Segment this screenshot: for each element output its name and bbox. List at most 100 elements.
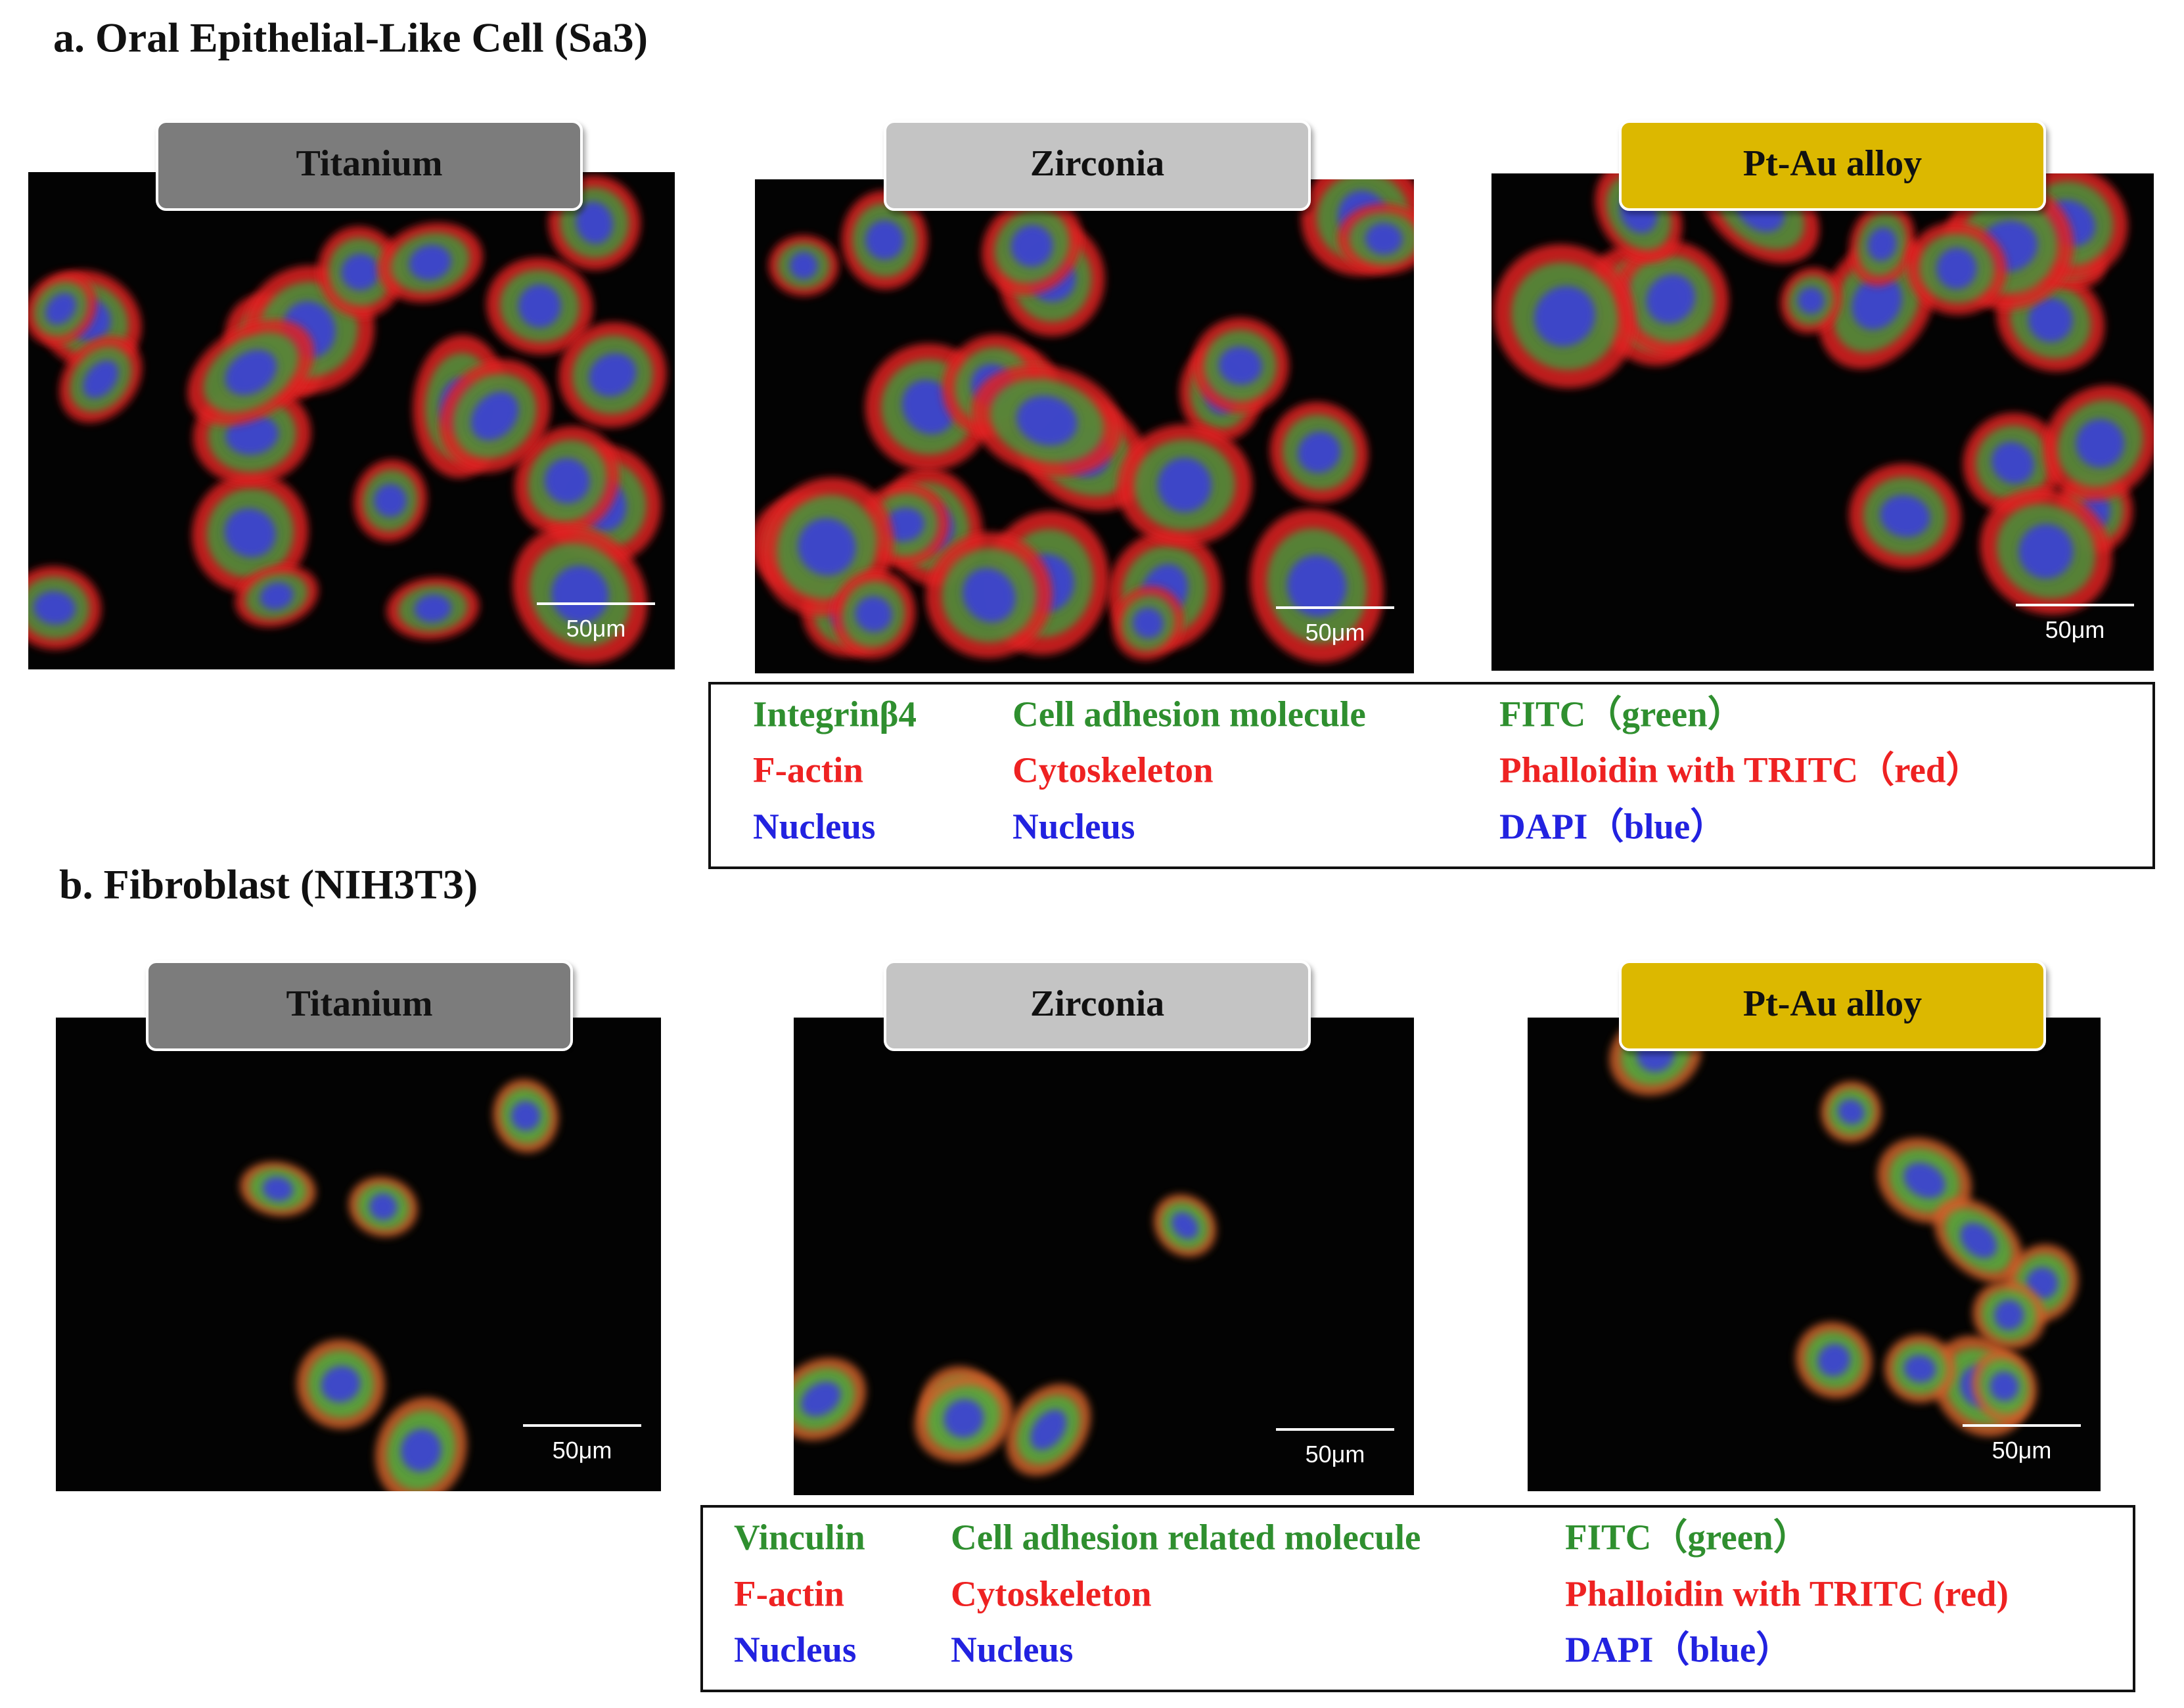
nucleus [798, 518, 856, 576]
nucleus [470, 392, 519, 441]
material-label-box [1619, 120, 2046, 211]
nucleus [865, 220, 904, 260]
nucleus [1991, 441, 2035, 484]
nucleus [801, 1382, 841, 1417]
legend-text: Phalloidin with TRITC（red） [1499, 750, 1982, 790]
image-background [794, 1018, 1414, 1495]
legend-text: DAPI（blue） [1499, 807, 1726, 847]
nucleus [1960, 1223, 1997, 1259]
nucleus [962, 568, 1016, 623]
nucleus [518, 284, 561, 328]
nucleus [855, 596, 892, 633]
cells [28, 175, 667, 663]
legend-text: Cell adhesion related molecule [951, 1517, 1421, 1558]
panel-title: a. Oral Epithelial-Like Cell (Sa3) [53, 14, 648, 61]
nucleus [1903, 1162, 1945, 1198]
nucleus [1867, 227, 1897, 261]
nucleus [414, 594, 451, 623]
nucleus [262, 1177, 294, 1202]
material-label-box [884, 120, 1311, 211]
nucleus [511, 1101, 541, 1131]
nucleus [1365, 223, 1403, 255]
legend-text: Integrinβ4 [753, 694, 917, 734]
legend-text: Vinculin [734, 1517, 865, 1558]
cells [755, 179, 1414, 663]
material-label-box [884, 960, 1311, 1051]
legend-text: FITC（green） [1499, 694, 1744, 734]
nucleus [1852, 275, 1902, 330]
material-label-box [146, 960, 573, 1051]
material-label: Zirconia [1030, 983, 1164, 1024]
material-label: Titanium [286, 983, 432, 1024]
nucleus [321, 1366, 361, 1403]
nucleus [1016, 395, 1078, 446]
nucleus [551, 566, 609, 623]
nucleus [1837, 1099, 1865, 1125]
legend-text: F-actin [734, 1574, 844, 1614]
nucleus [369, 1193, 398, 1221]
panel-title: b. Fibroblast (NIH3T3) [59, 861, 478, 908]
nucleus [1990, 1371, 2019, 1401]
nucleus [1030, 1409, 1067, 1450]
cells [1493, 173, 2154, 615]
legend-text: Cytoskeleton [951, 1574, 1152, 1614]
nucleus [341, 254, 380, 290]
nucleus [1157, 457, 1212, 512]
nucleus [1011, 225, 1053, 267]
nucleus [589, 353, 637, 397]
legend-text: Nucleus [951, 1630, 1073, 1670]
nucleus [884, 507, 924, 542]
legend-text: Cell adhesion molecule [1012, 694, 1366, 734]
nucleus [45, 292, 76, 325]
nucleus [2028, 298, 2073, 343]
nucleus [409, 244, 451, 281]
material-label-box [1619, 960, 2046, 1051]
nucleus [1298, 431, 1341, 474]
micrograph: 50μm [794, 1018, 1414, 1495]
legend-box [708, 682, 2155, 869]
cells [794, 1194, 1217, 1476]
nucleus [225, 415, 279, 455]
nucleus [1994, 1299, 2024, 1330]
legend-text: F-actin [753, 750, 863, 790]
nucleus [1286, 554, 1347, 617]
scale-bar-label: 50μm [1306, 619, 1365, 646]
legend-text: Cytoskeleton [1012, 750, 1214, 790]
nucleus [1172, 1212, 1198, 1240]
nucleus [1797, 287, 1825, 314]
material-label: Titanium [296, 143, 442, 184]
scale-bar-label: 50μm [553, 1437, 612, 1464]
nucleus [2018, 524, 2074, 579]
legend-text: Nucleus [1012, 807, 1135, 847]
nucleus [1936, 248, 1977, 290]
material-label: Zirconia [1030, 143, 1164, 184]
nucleus [901, 380, 956, 435]
nucleus [400, 1429, 442, 1472]
material-label: Pt-Au alloy [1743, 143, 1922, 184]
nucleus [1534, 286, 1595, 347]
nucleus [2026, 1267, 2059, 1299]
micrograph: 50μm [755, 179, 1414, 673]
nucleus [374, 483, 407, 518]
legend-text: Nucleus [753, 807, 875, 847]
legend-text: Nucleus [734, 1630, 856, 1670]
nucleus [1132, 608, 1164, 639]
nucleus [1817, 1343, 1850, 1377]
legend-text: FITC（green） [1565, 1517, 1809, 1558]
micrograph: 50μm [1528, 1018, 2101, 1491]
nucleus [944, 1399, 984, 1438]
nucleus [544, 458, 590, 504]
nucleus [2076, 418, 2125, 468]
legend-text: Phalloidin with TRITC (red) [1565, 1574, 2009, 1614]
nucleus [225, 349, 277, 395]
legend-box [700, 1505, 2135, 1692]
scale-bar-label: 50μm [2045, 616, 2105, 643]
nucleus [224, 508, 276, 558]
nucleus [1880, 495, 1930, 537]
scale-bar-label: 50μm [1992, 1437, 2052, 1464]
micrograph: 50μm [1491, 173, 2154, 671]
material-label: Pt-Au alloy [1743, 983, 1922, 1024]
scale-bar-label: 50μm [566, 615, 626, 642]
